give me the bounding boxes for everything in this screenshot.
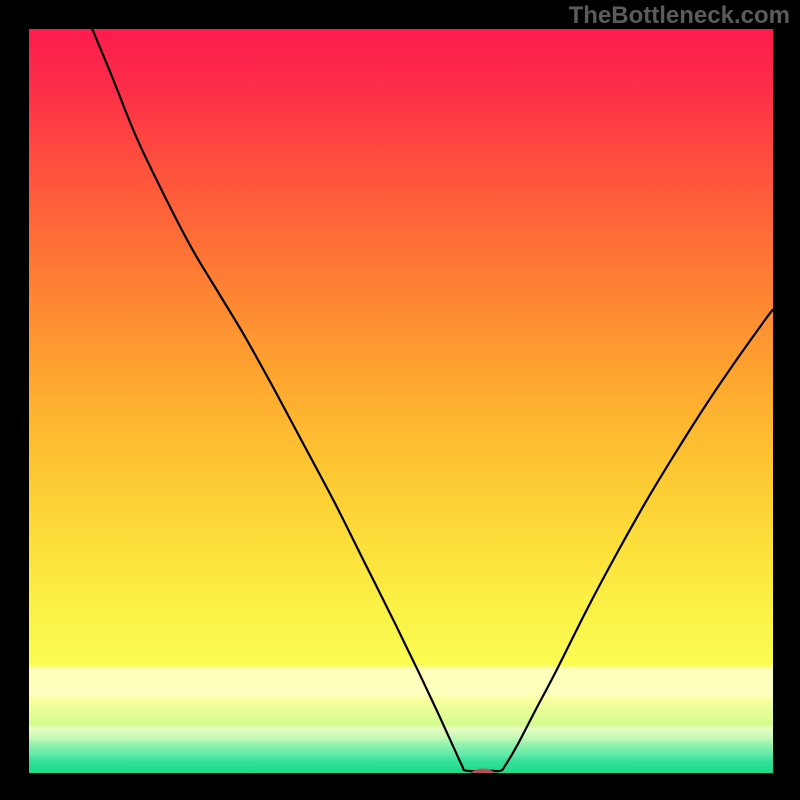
chart-svg — [29, 29, 773, 773]
plot-area — [29, 29, 773, 773]
chart-container: TheBottleneck.com — [0, 0, 800, 800]
gradient-background — [29, 29, 773, 773]
watermark-label: TheBottleneck.com — [569, 2, 790, 30]
